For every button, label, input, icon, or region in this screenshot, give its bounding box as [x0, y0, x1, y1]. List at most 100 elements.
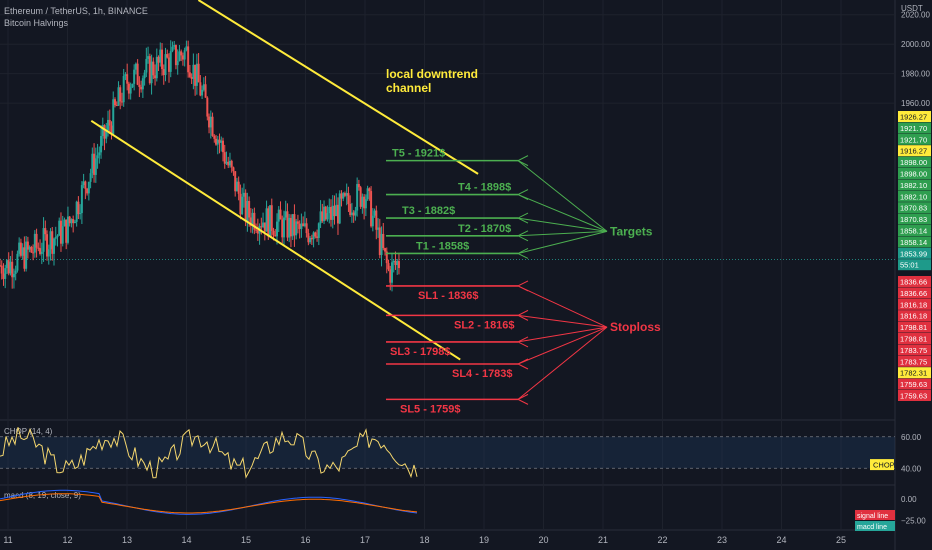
- chop-pane[interactable]: CHOP (14, 4) 60.00 40.00 CHOP: [0, 427, 922, 479]
- price-tag-text: 1898.00: [900, 170, 927, 179]
- price-tag-bg: [898, 202, 931, 214]
- candle-body: [154, 75, 157, 79]
- candle-body: [126, 74, 129, 84]
- signal-line: [0, 493, 418, 514]
- candle-body: [234, 171, 237, 192]
- candle-body: [295, 221, 298, 236]
- candle-body: [138, 84, 141, 88]
- candle-body: [265, 208, 268, 232]
- candle-body: [5, 260, 8, 269]
- candle-body: [96, 155, 99, 159]
- price-tag[interactable]: 1882.10: [898, 190, 931, 202]
- stoploss-label: SL5 - 1759$: [400, 403, 461, 415]
- price-tag[interactable]: 1783.75: [898, 344, 931, 356]
- signal-line-tag[interactable]: [855, 510, 895, 520]
- candle-body: [340, 193, 343, 199]
- candle-body: [202, 84, 205, 90]
- price-tag[interactable]: 1921.70: [898, 122, 931, 134]
- candle-body: [378, 227, 381, 255]
- price-tag-text: 1816.18: [900, 312, 927, 321]
- price-tag[interactable]: 1858.14: [898, 225, 931, 236]
- price-tag[interactable]: 1816.18: [898, 298, 931, 310]
- candle-body: [148, 56, 151, 84]
- price-tag[interactable]: 1916.27: [898, 145, 931, 157]
- macd-title: macd (8, 19, close, 9): [4, 491, 81, 500]
- time-axis[interactable]: 11 12 13 14 15 16 17 18 19 20 21 22 23 24 25: [3, 535, 846, 545]
- candle-body: [319, 211, 322, 224]
- price-tag[interactable]: 1858.14: [898, 236, 931, 248]
- candle-body: [380, 233, 383, 255]
- price-tag[interactable]: 1853.99: [898, 247, 931, 259]
- price-tag[interactable]: 1782.31: [898, 367, 931, 379]
- price-tag[interactable]: 1882.10: [898, 179, 931, 191]
- candle-body: [86, 188, 89, 194]
- macd-line: [0, 489, 418, 515]
- candle-body: [61, 226, 64, 244]
- target-arrow: [517, 217, 608, 232]
- candle-body: [208, 116, 211, 128]
- price-tag-text: 1759.63: [900, 392, 927, 401]
- candle-body: [147, 56, 150, 59]
- macd-tick-label: 0.00: [901, 495, 917, 504]
- candle-body: [68, 216, 71, 224]
- price-tag-text: 1870.83: [900, 215, 927, 224]
- price-tag[interactable]: 1836.66: [898, 287, 931, 299]
- price-tag[interactable]: 1926.27: [898, 111, 931, 122]
- candle-body: [350, 212, 353, 215]
- macd-line-tag[interactable]: [855, 521, 895, 531]
- price-tag[interactable]: 1870.83: [898, 202, 931, 214]
- price-tag[interactable]: 1759.63: [898, 390, 931, 401]
- candle-body: [188, 72, 191, 77]
- candle-body: [117, 87, 120, 106]
- price-tag[interactable]: 1759.63: [898, 378, 931, 390]
- price-tag-bg: [898, 259, 931, 271]
- price-tag[interactable]: 1921.70: [898, 133, 931, 145]
- targets-group-label: Targets: [610, 224, 653, 238]
- price-tag[interactable]: 1898.00: [898, 156, 931, 168]
- candle-body: [66, 216, 69, 243]
- candle-body: [12, 273, 15, 278]
- chop-current-tag: [870, 459, 894, 471]
- candle-body: [248, 200, 251, 218]
- price-tag[interactable]: 1816.18: [898, 310, 931, 322]
- price-tag[interactable]: 1836.66: [898, 276, 931, 287]
- price-tag-text: 1816.18: [900, 300, 927, 309]
- price-tag-bg: [898, 156, 931, 168]
- candle-body: [239, 193, 242, 215]
- price-tag[interactable]: 55:01: [898, 259, 931, 271]
- candle-body: [296, 221, 299, 224]
- candle-body: [389, 269, 392, 283]
- candle-body: [4, 268, 7, 279]
- indicator-title[interactable]: Bitcoin Halvings: [4, 18, 69, 28]
- candle-body: [321, 211, 324, 222]
- price-tag-text: 1926.27: [900, 113, 927, 122]
- price-tag[interactable]: 1898.00: [898, 168, 931, 179]
- chop-title: CHOP (14, 4): [4, 427, 53, 436]
- candle-body: [187, 46, 190, 73]
- candle-body: [288, 217, 291, 238]
- symbol-title[interactable]: Ethereum / TetherUS, 1h, BINANCE: [4, 6, 148, 16]
- candle-body: [357, 184, 360, 188]
- price-candles[interactable]: [0, 40, 400, 292]
- price-tag[interactable]: 1783.75: [898, 355, 931, 367]
- candle-body: [180, 51, 183, 56]
- candle-body: [390, 262, 393, 283]
- target-label: T5 - 1921$: [392, 148, 445, 160]
- price-tag[interactable]: 1798.81: [898, 333, 931, 344]
- candle-body: [181, 55, 184, 60]
- candle-body: [195, 63, 198, 86]
- price-tag-text: 1858.14: [900, 227, 927, 236]
- candle-body: [366, 188, 369, 200]
- price-tag-text: 55:01: [900, 261, 919, 270]
- candle-body: [263, 222, 266, 232]
- macd-pane[interactable]: macd (8, 19, close, 9) 0.00 −25.00 signal l…: [0, 489, 926, 531]
- price-tag[interactable]: 1870.83: [898, 213, 931, 225]
- price-unit-label: USDT: [901, 4, 923, 13]
- candle-body: [19, 242, 22, 256]
- x-tick-label: 18: [419, 535, 429, 545]
- candle-body: [272, 230, 275, 235]
- price-tag[interactable]: 1798.81: [898, 321, 931, 333]
